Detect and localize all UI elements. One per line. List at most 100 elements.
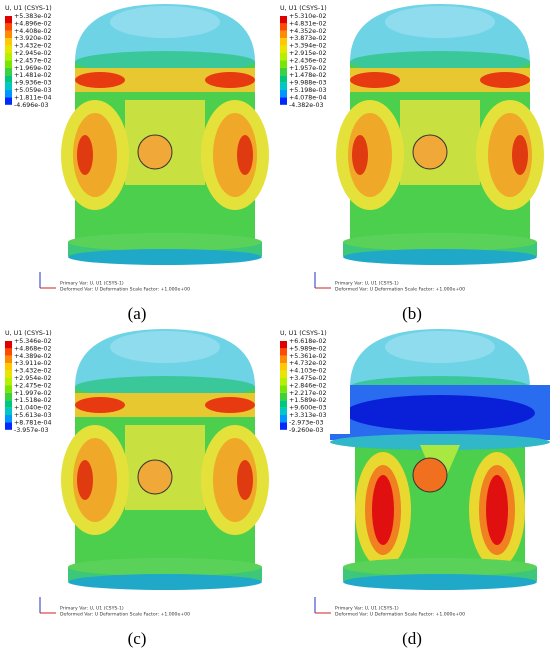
footer-line: Primary Var: U, U1 (CSYS-1): [60, 606, 124, 612]
legend-value: +3.873e-02: [289, 35, 326, 42]
legend-value: -9.260e-03: [289, 427, 323, 434]
legend-value: +1.481e-02: [14, 72, 51, 79]
legend-value: +3.475e-02: [289, 375, 326, 382]
legend-value: +4.352e-02: [289, 28, 326, 35]
lobe: [213, 438, 257, 522]
panel-label: (d): [402, 629, 422, 648]
top-band-hot: [75, 72, 125, 88]
legend-swatch: [5, 67, 12, 76]
legend-swatch: [5, 415, 12, 423]
legend-value: +3.911e-02: [14, 360, 51, 367]
legend-swatch: [5, 38, 12, 46]
legend-value: -2.973e-03: [289, 419, 323, 426]
dome-crown: [110, 331, 220, 363]
legend-swatch: [280, 407, 287, 415]
legend-value: +1.811e-04: [14, 94, 51, 101]
dome-crown: [110, 6, 220, 38]
panel: U, U1 (CSYS-1)+6.618e-02+5.989e-02+5.361…: [278, 328, 550, 648]
legend-value: +2.846e-02: [289, 382, 326, 389]
footer-line: Primary Var: U, U1 (CSYS-1): [60, 281, 124, 287]
legend-swatch: [280, 60, 287, 68]
top-band-hot: [205, 72, 255, 88]
legend-value: +9.936e-03: [14, 80, 51, 87]
legend-value: +4.103e-02: [289, 368, 326, 375]
legend-value: +2.945e-02: [14, 50, 51, 57]
panel: U, U1 (CSYS-1)+5.346e-02+4.868e-02+4.389…: [5, 329, 269, 648]
legend-value: +3.432e-02: [14, 368, 51, 375]
legend-swatch: [5, 363, 12, 371]
lobe: [372, 475, 394, 545]
legend-value: +9.988e-03: [289, 80, 326, 87]
legend-value: +2.436e-02: [289, 57, 326, 64]
legend-swatch: [280, 363, 287, 371]
legend-value: +5.613e-03: [14, 412, 51, 419]
legend-value: +4.896e-02: [14, 20, 51, 27]
lobe: [213, 113, 257, 197]
legend-swatch: [280, 370, 287, 378]
legend-value: +5.310e-02: [289, 13, 326, 20]
panel-label: (b): [402, 304, 422, 323]
legend-swatch: [280, 97, 287, 105]
legend-value: +5.346e-02: [14, 338, 51, 345]
legend-value: +2.475e-02: [14, 382, 51, 389]
nozzle: [137, 134, 173, 170]
legend-title: U, U1 (CSYS-1): [280, 330, 327, 337]
collar: [75, 376, 255, 398]
base-bottom: [343, 574, 537, 590]
top-band-hot: [350, 72, 400, 88]
base-bottom: [68, 574, 262, 590]
base-top: [68, 558, 262, 576]
legend-value: +1.969e-02: [14, 65, 51, 72]
legend-swatch: [5, 385, 12, 393]
legend-swatch: [280, 45, 287, 53]
panel: U, U1 (CSYS-1)+5.383e-02+4.896e-02+4.408…: [5, 4, 269, 323]
legend-swatch: [5, 23, 12, 31]
collar: [350, 51, 530, 73]
legend-swatch: [5, 341, 12, 349]
lobe: [77, 135, 93, 175]
legend-title: U, U1 (CSYS-1): [5, 5, 52, 12]
legend-swatch: [280, 67, 287, 76]
legend-value: +4.732e-02: [289, 360, 326, 367]
top-band-hot: [480, 72, 530, 88]
legend-swatch: [5, 97, 12, 105]
nozzle: [412, 134, 448, 170]
legend-value: +1.518e-02: [14, 397, 51, 404]
legend-swatch: [5, 82, 12, 90]
legend-value: +1.589e-02: [289, 397, 326, 404]
legend-swatch: [280, 422, 287, 430]
legend-title: U, U1 (CSYS-1): [5, 330, 52, 337]
legend-swatch: [280, 400, 287, 408]
top-band-hot: [75, 397, 125, 413]
legend-swatch: [5, 348, 12, 356]
footer-line: Deformed Var: U Deformation Scale Factor…: [335, 287, 465, 293]
footer-line: Deformed Var: U Deformation Scale Factor…: [60, 287, 190, 293]
legend-value: +4.078e-04: [289, 94, 326, 101]
legend-value: +4.868e-02: [14, 345, 51, 352]
base-top: [343, 233, 537, 251]
legend-swatch: [5, 45, 12, 53]
legend-swatch: [280, 38, 287, 46]
lobe: [352, 135, 368, 175]
legend-swatch: [280, 90, 287, 98]
legend-swatch: [5, 400, 12, 408]
lobe: [348, 113, 392, 197]
legend-value: +5.059e-03: [14, 87, 51, 94]
base-bottom: [343, 249, 537, 265]
lobe: [512, 135, 528, 175]
legend-value: +1.478e-02: [289, 72, 326, 79]
legend-swatch: [5, 90, 12, 98]
legend-value: +1.040e-02: [14, 405, 51, 412]
base-bottom: [68, 249, 262, 265]
legend-value: +2.954e-02: [14, 375, 51, 382]
legend-swatch: [280, 385, 287, 393]
legend-swatch: [5, 407, 12, 415]
legend-swatch: [280, 341, 287, 349]
footer-line: Primary Var: U, U1 (CSYS-1): [335, 281, 399, 287]
top-band-hot: [205, 397, 255, 413]
legend-title: U, U1 (CSYS-1): [280, 5, 327, 12]
dome-crown: [385, 6, 495, 38]
legend-swatch: [5, 75, 12, 83]
legend-value: +9.600e-03: [289, 405, 326, 412]
legend-swatch: [280, 23, 287, 31]
